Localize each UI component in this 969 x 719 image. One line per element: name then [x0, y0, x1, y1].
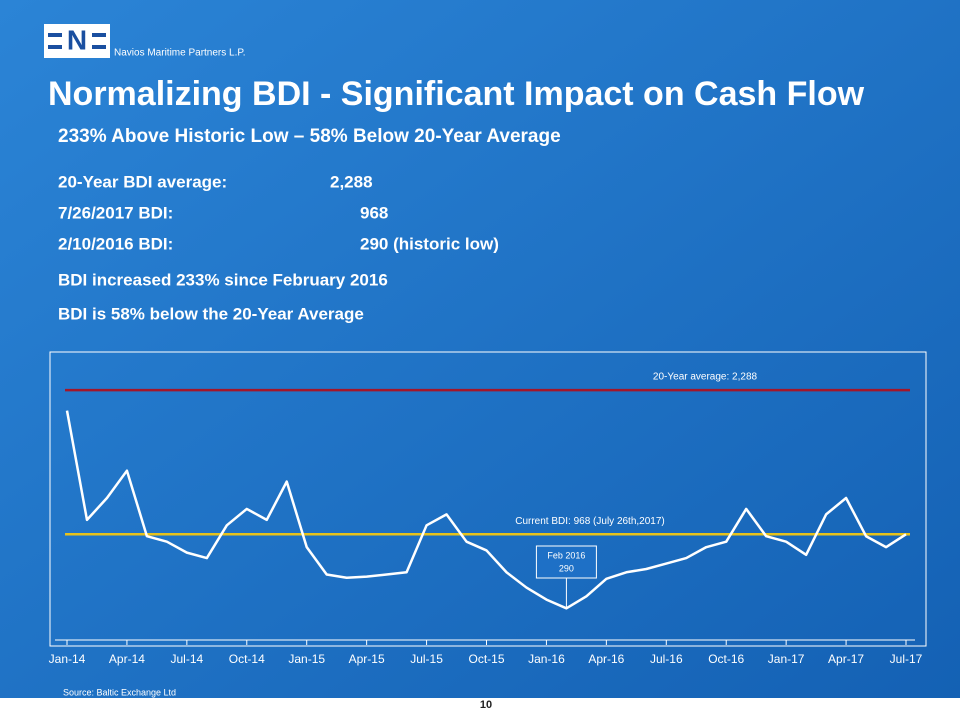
x-tick-label: Jan-17 — [768, 652, 805, 666]
logo-box — [44, 24, 110, 58]
x-tick-label: Apr-16 — [588, 652, 624, 666]
bullet: BDI increased 233% since February 2016 — [58, 270, 388, 289]
stat-value: 2,288 — [330, 172, 373, 191]
x-tick-label: Jan-16 — [528, 652, 565, 666]
x-tick-label: Oct-15 — [468, 652, 504, 666]
x-tick-label: Jul-15 — [410, 652, 443, 666]
chart-frame — [49, 351, 927, 647]
logo-stripe — [92, 45, 106, 49]
slide-background — [0, 0, 960, 698]
logo: N — [67, 24, 87, 55]
callout-text: Feb 2016 — [547, 550, 585, 560]
subtitle: 233% Above Historic Low – 58% Below 20-Y… — [58, 126, 561, 147]
stat-label: 2/10/2016 BDI: — [58, 234, 173, 253]
x-tick-label: Jul-16 — [650, 652, 683, 666]
source: Source: Baltic Exchange Ltd — [63, 687, 176, 697]
title: Normalizing BDI - Significant Impact on … — [48, 75, 865, 113]
stat-label: 20-Year BDI average: — [58, 172, 227, 191]
x-tick-label: Jul-14 — [171, 652, 204, 666]
callout-value: 290 — [559, 563, 574, 573]
x-tick-label: Jul-17 — [890, 652, 923, 666]
x-tick-label: Apr-14 — [109, 652, 145, 666]
x-tick-label: Apr-15 — [349, 652, 385, 666]
x-tick-label: Jan-14 — [49, 652, 86, 666]
reference-label: Current BDI: 968 (July 26th,2017) — [515, 516, 665, 527]
stat-label: 7/26/2017 BDI: — [58, 203, 173, 222]
x-tick-label: Oct-14 — [229, 652, 265, 666]
logo-stripe — [48, 45, 62, 49]
bdi-line — [65, 410, 907, 610]
bullet: BDI is 58% below the 20-Year Average — [58, 304, 364, 323]
x-tick-label: Jan-15 — [288, 652, 325, 666]
logo-stripe — [48, 33, 62, 37]
stat-value: 968 — [360, 203, 388, 222]
logo-stripe — [92, 33, 106, 37]
reference-label: 20-Year average: 2,288 — [653, 372, 758, 383]
callout-box — [535, 545, 597, 579]
stat-value: 290 (historic low) — [360, 234, 499, 253]
x-tick-label: Oct-16 — [708, 652, 744, 666]
page-number: 10 — [480, 699, 492, 711]
company: Navios Maritime Partners L.P. — [114, 48, 246, 59]
x-tick-label: Apr-17 — [828, 652, 864, 666]
